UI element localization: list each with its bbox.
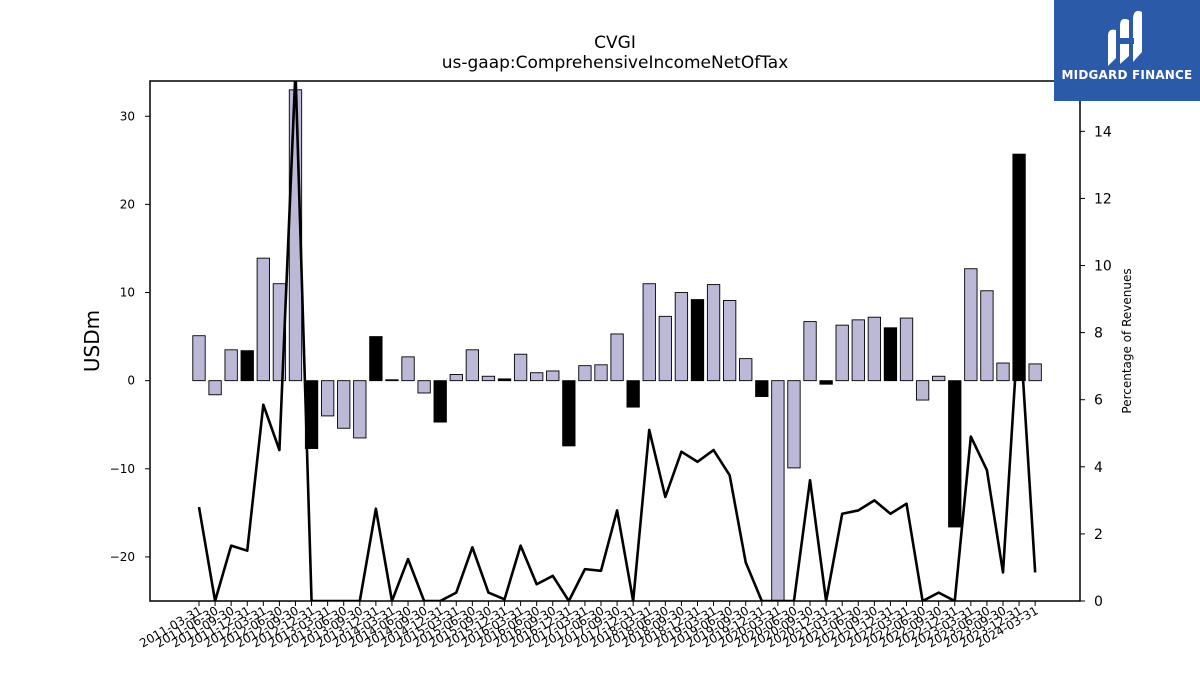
bar xyxy=(771,380,785,602)
line-series xyxy=(197,81,1037,601)
bar xyxy=(578,365,592,382)
bar xyxy=(320,380,335,417)
plot-frame xyxy=(149,80,1081,602)
bar xyxy=(739,358,753,382)
y2-tick-label: 14 xyxy=(1094,124,1112,140)
bar xyxy=(208,380,222,396)
bar xyxy=(980,290,994,382)
percentage-line xyxy=(197,81,1037,601)
bar xyxy=(851,319,865,382)
bar xyxy=(819,380,833,385)
bar xyxy=(497,378,512,382)
bar xyxy=(996,362,1010,382)
bar xyxy=(674,292,689,382)
y2-tick-label: 2 xyxy=(1094,527,1103,543)
y-axis-left: −20 −10 0 10 20 30 xyxy=(110,109,150,564)
y2-tick-label: 12 xyxy=(1094,191,1112,207)
bar xyxy=(224,349,238,382)
chart-title: CVGI xyxy=(594,33,636,53)
bar xyxy=(883,327,898,382)
y2-axis-label: Percentage of Revenues xyxy=(1120,268,1134,413)
bar xyxy=(658,315,672,382)
y2-tick-label: 10 xyxy=(1094,259,1112,275)
bar xyxy=(256,257,270,382)
bar xyxy=(240,350,254,382)
bar xyxy=(642,283,656,382)
logo-text: MIDGARD FINANCE xyxy=(1061,68,1193,82)
bar xyxy=(722,300,737,382)
bar-series xyxy=(192,89,1042,602)
y2-tick-label: 8 xyxy=(1094,326,1103,342)
y-tick-label: −20 xyxy=(110,550,135,564)
bar xyxy=(803,321,817,382)
y-tick-label: 20 xyxy=(120,197,135,211)
bar xyxy=(353,380,367,439)
y-axis-label: USDm xyxy=(80,310,104,372)
bar xyxy=(706,284,721,382)
bar xyxy=(562,380,576,447)
bar xyxy=(449,374,463,382)
bar xyxy=(690,299,705,382)
y-axis-right: 0 2 4 6 8 10 12 14 xyxy=(1080,124,1112,610)
bar xyxy=(417,380,431,394)
y-tick-label: 0 xyxy=(127,374,135,388)
logo-mark-icon xyxy=(1108,10,1142,67)
bar xyxy=(401,356,415,382)
brand-logo: MIDGARD FINANCE xyxy=(1054,0,1200,101)
bar xyxy=(369,336,383,382)
bar xyxy=(964,268,978,382)
bar xyxy=(626,380,640,408)
bar xyxy=(1012,153,1026,382)
x-axis: 2011-03-312011-06-302011-09-302011-12-31… xyxy=(137,601,1041,650)
bar xyxy=(385,379,399,382)
bar xyxy=(867,316,882,382)
bar xyxy=(755,380,769,397)
bar xyxy=(481,375,496,382)
bar xyxy=(465,349,480,382)
bar xyxy=(1028,363,1042,382)
bar xyxy=(594,364,608,382)
y2-tick-label: 0 xyxy=(1094,594,1103,610)
bar xyxy=(787,380,801,469)
bar xyxy=(610,333,624,382)
y2-tick-label: 6 xyxy=(1094,393,1103,409)
bar xyxy=(915,380,930,401)
bar xyxy=(546,370,560,382)
y-tick-label: 10 xyxy=(120,286,135,300)
bar xyxy=(899,317,914,382)
y-tick-label: 30 xyxy=(120,109,135,123)
bar xyxy=(530,372,544,382)
bar xyxy=(835,324,849,382)
bar xyxy=(192,335,206,382)
bar xyxy=(337,380,351,429)
bar xyxy=(948,380,962,528)
y-tick-label: −10 xyxy=(110,462,135,476)
chart-subtitle: us-gaap:ComprehensiveIncomeNetOfTax xyxy=(442,53,789,73)
bar xyxy=(513,353,528,382)
bar xyxy=(932,375,946,382)
y2-tick-label: 4 xyxy=(1094,460,1103,476)
bar xyxy=(433,380,447,423)
